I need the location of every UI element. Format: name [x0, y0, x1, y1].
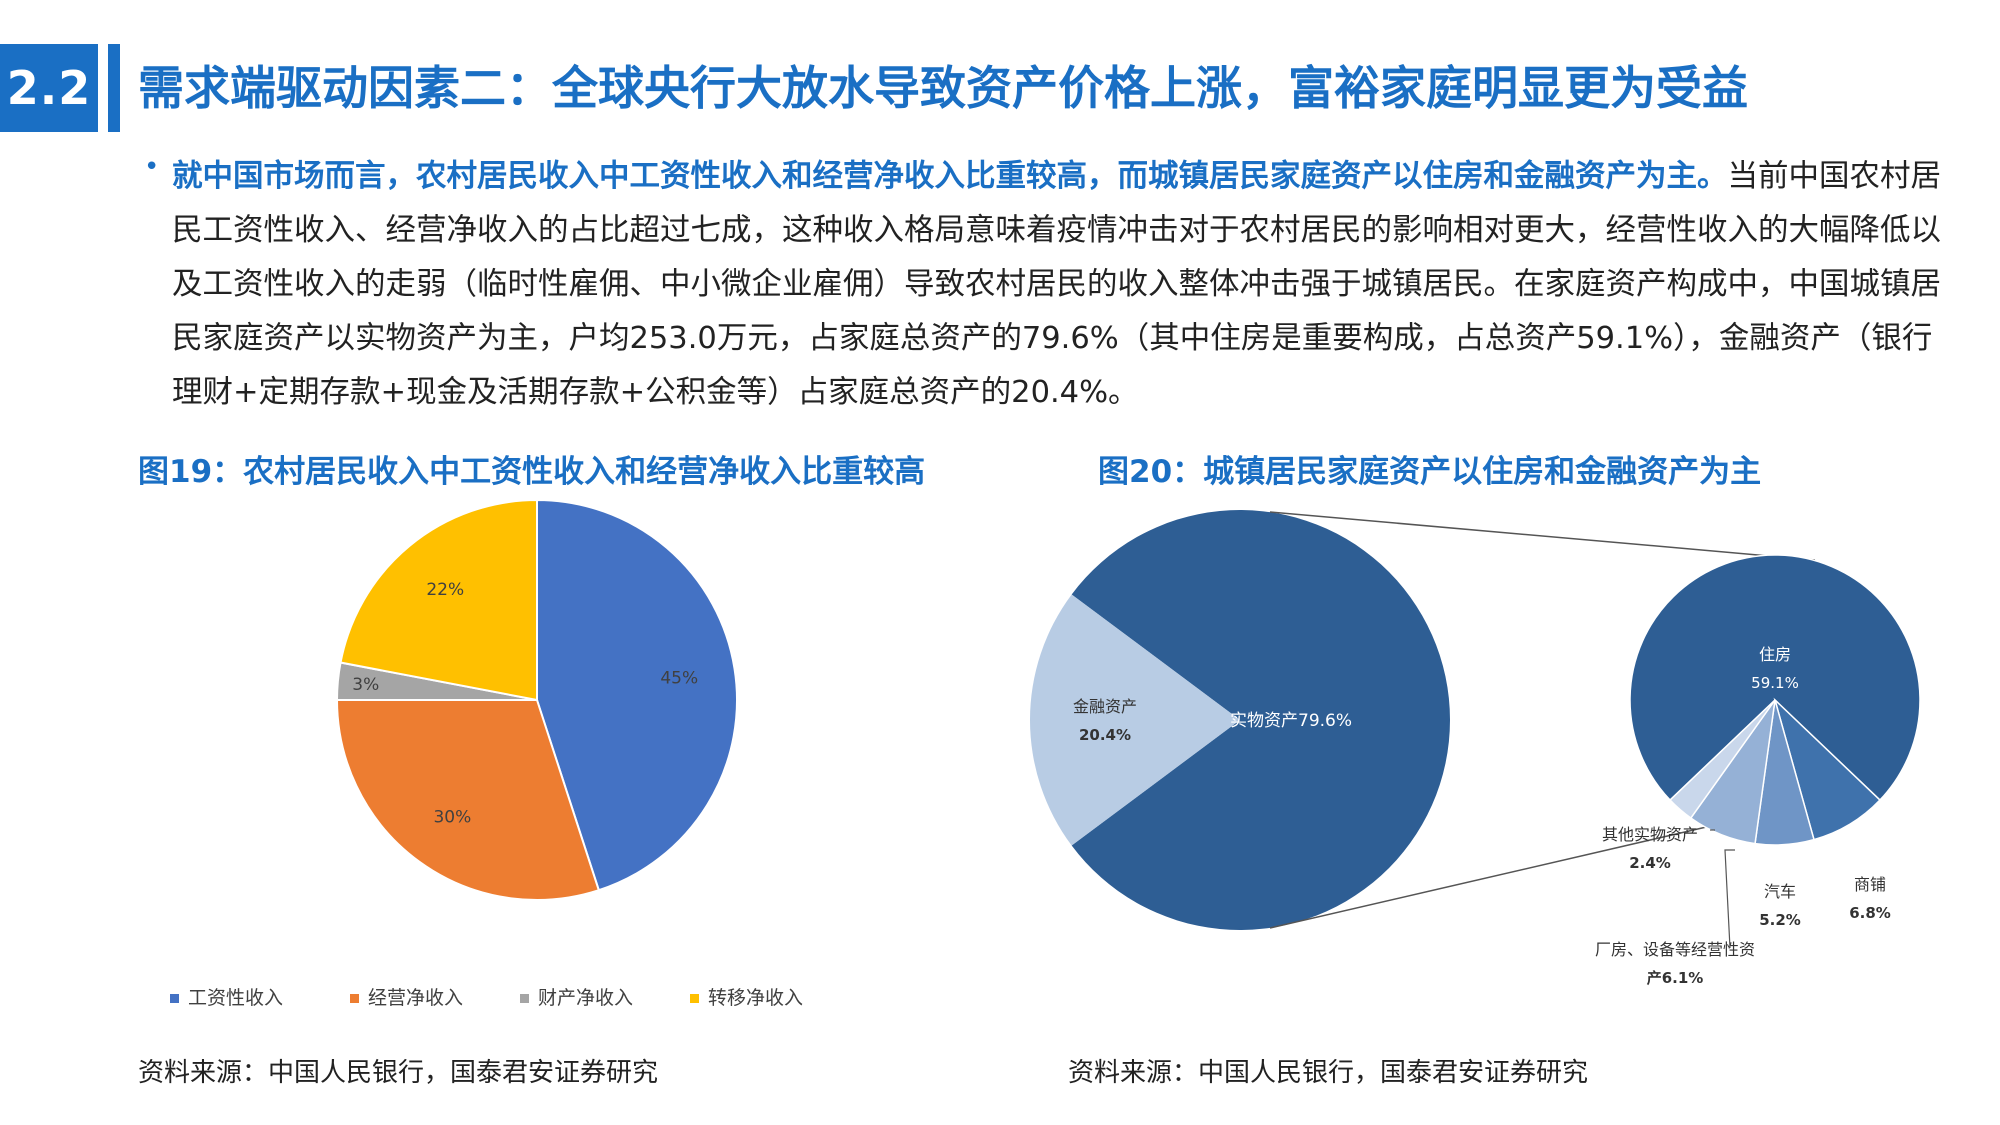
breakdown-label-value-2: 5.2% [1759, 911, 1801, 929]
breakdown-label-value-4: 2.4% [1629, 854, 1671, 872]
income-pie-chart: 45%30%3%22%工资性收入 经营净收入 财产净收入 转移净收入 [300, 500, 860, 1040]
legend-label-0: 工资性收入 [188, 987, 283, 1009]
body-highlight: 就中国市场而言，农村居民收入中工资性收入和经营净收入比重较高，而城镇居民家庭资产… [172, 159, 1728, 194]
legend-swatch-3 [690, 994, 699, 1003]
breakdown-label-name-4: 其他实物资产 [1602, 825, 1698, 844]
source-note-left: 资料来源：中国人民银行，国泰君安证券研究 [138, 1052, 658, 1089]
legend-swatch-2 [520, 994, 529, 1003]
breakdown-label-housing-name: 住房 [1759, 645, 1791, 664]
figure-20-title: 图20：城镇居民家庭资产以住房和金融资产为主 [1098, 446, 1761, 491]
leader-line-plant [1725, 850, 1735, 948]
page-title: 需求端驱动因素二：全球央行大放水导致资产价格上涨，富裕家庭明显更为受益 [138, 50, 1748, 126]
pie-data-label-3: 22% [426, 580, 464, 600]
legend-swatch-1 [350, 994, 359, 1003]
legend-label-1: 经营净收入 [368, 987, 463, 1009]
asset-pie-of-pie-chart: 实物资产79.6% 金融资产 20.4% 住房 59.1% 商铺 6.8% 汽车 5.2% 其他实… [1020, 500, 1980, 1020]
main-label-physical: 实物资产79.6% [1230, 711, 1352, 731]
legend-swatch-0 [170, 994, 179, 1003]
pie-data-label-2: 3% [352, 675, 379, 695]
source-note-right: 资料来源：中国人民银行，国泰君安证券研究 [1068, 1052, 1588, 1089]
main-label-financial-value: 20.4% [1079, 726, 1131, 744]
breakdown-label-value-3: 产6.1% [1647, 969, 1704, 987]
figure-19-title: 图19：农村居民收入中工资性收入和经营净收入比重较高 [138, 446, 925, 491]
breakdown-label-name-2: 汽车 [1764, 882, 1796, 901]
legend-label-2: 财产净收入 [538, 987, 633, 1009]
header-accent-bar [108, 44, 120, 132]
legend-label-3: 转移净收入 [708, 987, 803, 1009]
pie-data-label-0: 45% [660, 668, 698, 688]
breakdown-label-name-1: 商铺 [1854, 875, 1886, 894]
section-number-badge: 2.2 [0, 44, 98, 132]
pie-data-label-1: 30% [433, 807, 471, 827]
body-text: 当前中国农村居民工资性收入、经营净收入的占比超过七成，这种收入格局意味着疫情冲击… [172, 159, 1941, 410]
body-paragraph: 就中国市场而言，农村居民收入中工资性收入和经营净收入比重较高，而城镇居民家庭资产… [140, 150, 1960, 420]
breakdown-label-name-3: 厂房、设备等经营性资 [1595, 940, 1755, 959]
main-label-financial-name: 金融资产 [1073, 697, 1137, 716]
breakdown-label-housing-value: 59.1% [1751, 674, 1799, 692]
breakdown-label-value-1: 6.8% [1849, 904, 1891, 922]
